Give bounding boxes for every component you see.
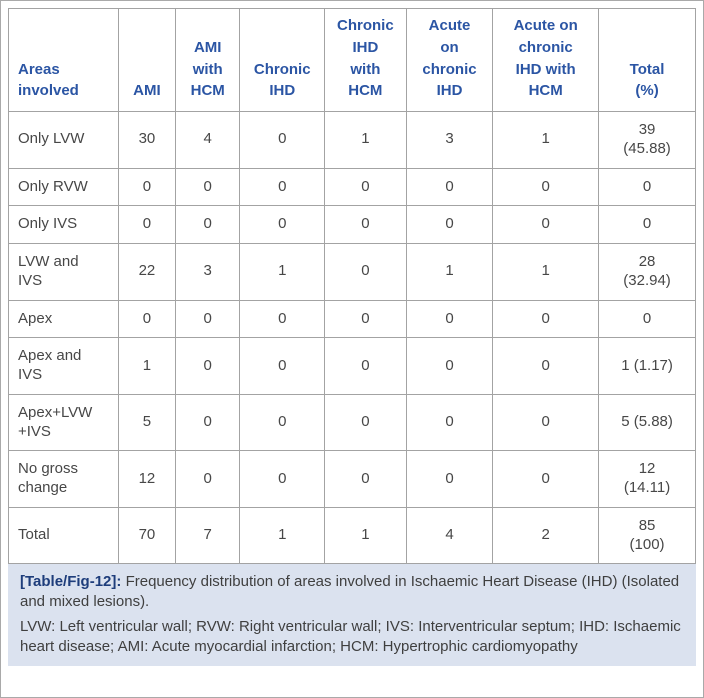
table-row: Only RVW 0 0 0 0 0 0 0 [8, 167, 696, 207]
value-cell: 1 [323, 111, 407, 169]
value-cell: 0 [405, 337, 494, 395]
value-cell: 0 [174, 299, 241, 339]
value-cell: 0 [323, 299, 407, 339]
value-cell: 0 [492, 393, 600, 452]
frequency-distribution-table: Areas involved AMI AMI with HCM Chronic IHD… [8, 8, 696, 565]
area-cell: Total [8, 506, 119, 565]
value-cell: 12 [117, 450, 176, 508]
value-cell: 0 [405, 450, 494, 508]
table-row: Total 70 7 1 1 4 2 85 (100) [8, 506, 696, 565]
value-cell: 0 [323, 337, 407, 395]
table-row: LVW and IVS 22 3 1 0 1 1 28 (32.94) [8, 243, 696, 301]
value-cell: 4 [174, 111, 241, 169]
value-cell: 0 [174, 393, 241, 452]
area-cell: Apex and IVS [8, 337, 119, 395]
value-cell: 4 [405, 506, 494, 565]
value-cell: 0 [239, 337, 325, 395]
value-cell: 0 [239, 167, 325, 207]
column-header: AMI [117, 8, 176, 112]
value-cell: 0 [239, 299, 325, 339]
value-cell: 0 [239, 205, 325, 244]
value-cell: 0 [598, 205, 696, 244]
value-cell: 1 [323, 506, 407, 565]
table-row: Apex 0 0 0 0 0 0 0 [8, 299, 696, 339]
value-cell: 0 [239, 111, 325, 169]
value-cell: 0 [174, 167, 241, 207]
value-cell: 0 [323, 205, 407, 244]
value-cell: 1 [117, 337, 176, 395]
value-cell: 3 [174, 243, 241, 301]
value-cell: 0 [598, 167, 696, 207]
value-cell: 0 [492, 337, 600, 395]
value-cell: 3 [405, 111, 494, 169]
table-header-row: Areas involved AMI AMI with HCM Chronic IHD… [8, 8, 696, 112]
column-header: Chronic IHD with HCM [323, 8, 407, 112]
figure-label: [Table/Fig-12]: [20, 573, 122, 591]
value-cell: 70 [117, 506, 176, 565]
value-cell: 30 [117, 111, 176, 169]
area-cell: Only IVS [8, 205, 119, 244]
table-row: Only IVS 0 0 0 0 0 0 0 [8, 205, 696, 244]
table-row: Only LVW 30 4 0 1 3 1 39 (45.88) [8, 111, 696, 169]
value-cell: 39 (45.88) [598, 111, 696, 169]
value-cell: 85 (100) [598, 506, 696, 565]
value-cell: 0 [405, 167, 494, 207]
value-cell: 0 [117, 205, 176, 244]
table-row: Apex+LVW +IVS 5 0 0 0 0 0 5 (5.88) [8, 393, 696, 452]
value-cell: 1 [239, 506, 325, 565]
value-cell: 0 [174, 450, 241, 508]
value-cell: 22 [117, 243, 176, 301]
column-header: Total (%) [598, 8, 696, 112]
caption-line: [Table/Fig-12]: Frequency distribution o… [20, 572, 684, 611]
area-cell: Only LVW [8, 111, 119, 169]
value-cell: 0 [174, 205, 241, 244]
value-cell: 0 [492, 450, 600, 508]
area-cell: Only RVW [8, 167, 119, 207]
value-cell: 12 (14.11) [598, 450, 696, 508]
value-cell: 0 [405, 299, 494, 339]
caption-text: Frequency distribution of areas involved… [20, 573, 680, 610]
value-cell: 5 (5.88) [598, 393, 696, 452]
value-cell: 0 [492, 167, 600, 207]
area-cell: No gross change [8, 450, 119, 508]
value-cell: 1 [239, 243, 325, 301]
value-cell: 1 (1.17) [598, 337, 696, 395]
value-cell: 0 [405, 393, 494, 452]
column-header: AMI with HCM [174, 8, 241, 112]
value-cell: 0 [174, 337, 241, 395]
table-row: No gross change 12 0 0 0 0 0 12 (14.11) [8, 450, 696, 508]
value-cell: 0 [239, 450, 325, 508]
value-cell: 0 [405, 205, 494, 244]
value-cell: 28 (32.94) [598, 243, 696, 301]
value-cell: 0 [323, 450, 407, 508]
table-row: Apex and IVS 1 0 0 0 0 0 1 (1.17) [8, 337, 696, 395]
column-header: Acute on chronic IHD [405, 8, 494, 112]
value-cell: 0 [598, 299, 696, 339]
value-cell: 0 [323, 393, 407, 452]
area-cell: LVW and IVS [8, 243, 119, 301]
value-cell: 0 [323, 167, 407, 207]
area-cell: Apex [8, 299, 119, 339]
value-cell: 0 [117, 299, 176, 339]
value-cell: 1 [492, 111, 600, 169]
value-cell: 0 [492, 205, 600, 244]
column-header: Acute on chronic IHD with HCM [492, 8, 600, 112]
value-cell: 0 [323, 243, 407, 301]
value-cell: 7 [174, 506, 241, 565]
table-caption: [Table/Fig-12]: Frequency distribution o… [8, 564, 696, 667]
column-header: Chronic IHD [239, 8, 325, 112]
value-cell: 0 [239, 393, 325, 452]
value-cell: 2 [492, 506, 600, 565]
column-header: Areas involved [8, 8, 119, 112]
value-cell: 0 [117, 167, 176, 207]
value-cell: 1 [405, 243, 494, 301]
value-cell: 1 [492, 243, 600, 301]
value-cell: 5 [117, 393, 176, 452]
area-cell: Apex+LVW +IVS [8, 393, 119, 452]
value-cell: 0 [492, 299, 600, 339]
footnote-text: LVW: Left ventricular wall; RVW: Right v… [20, 618, 681, 655]
